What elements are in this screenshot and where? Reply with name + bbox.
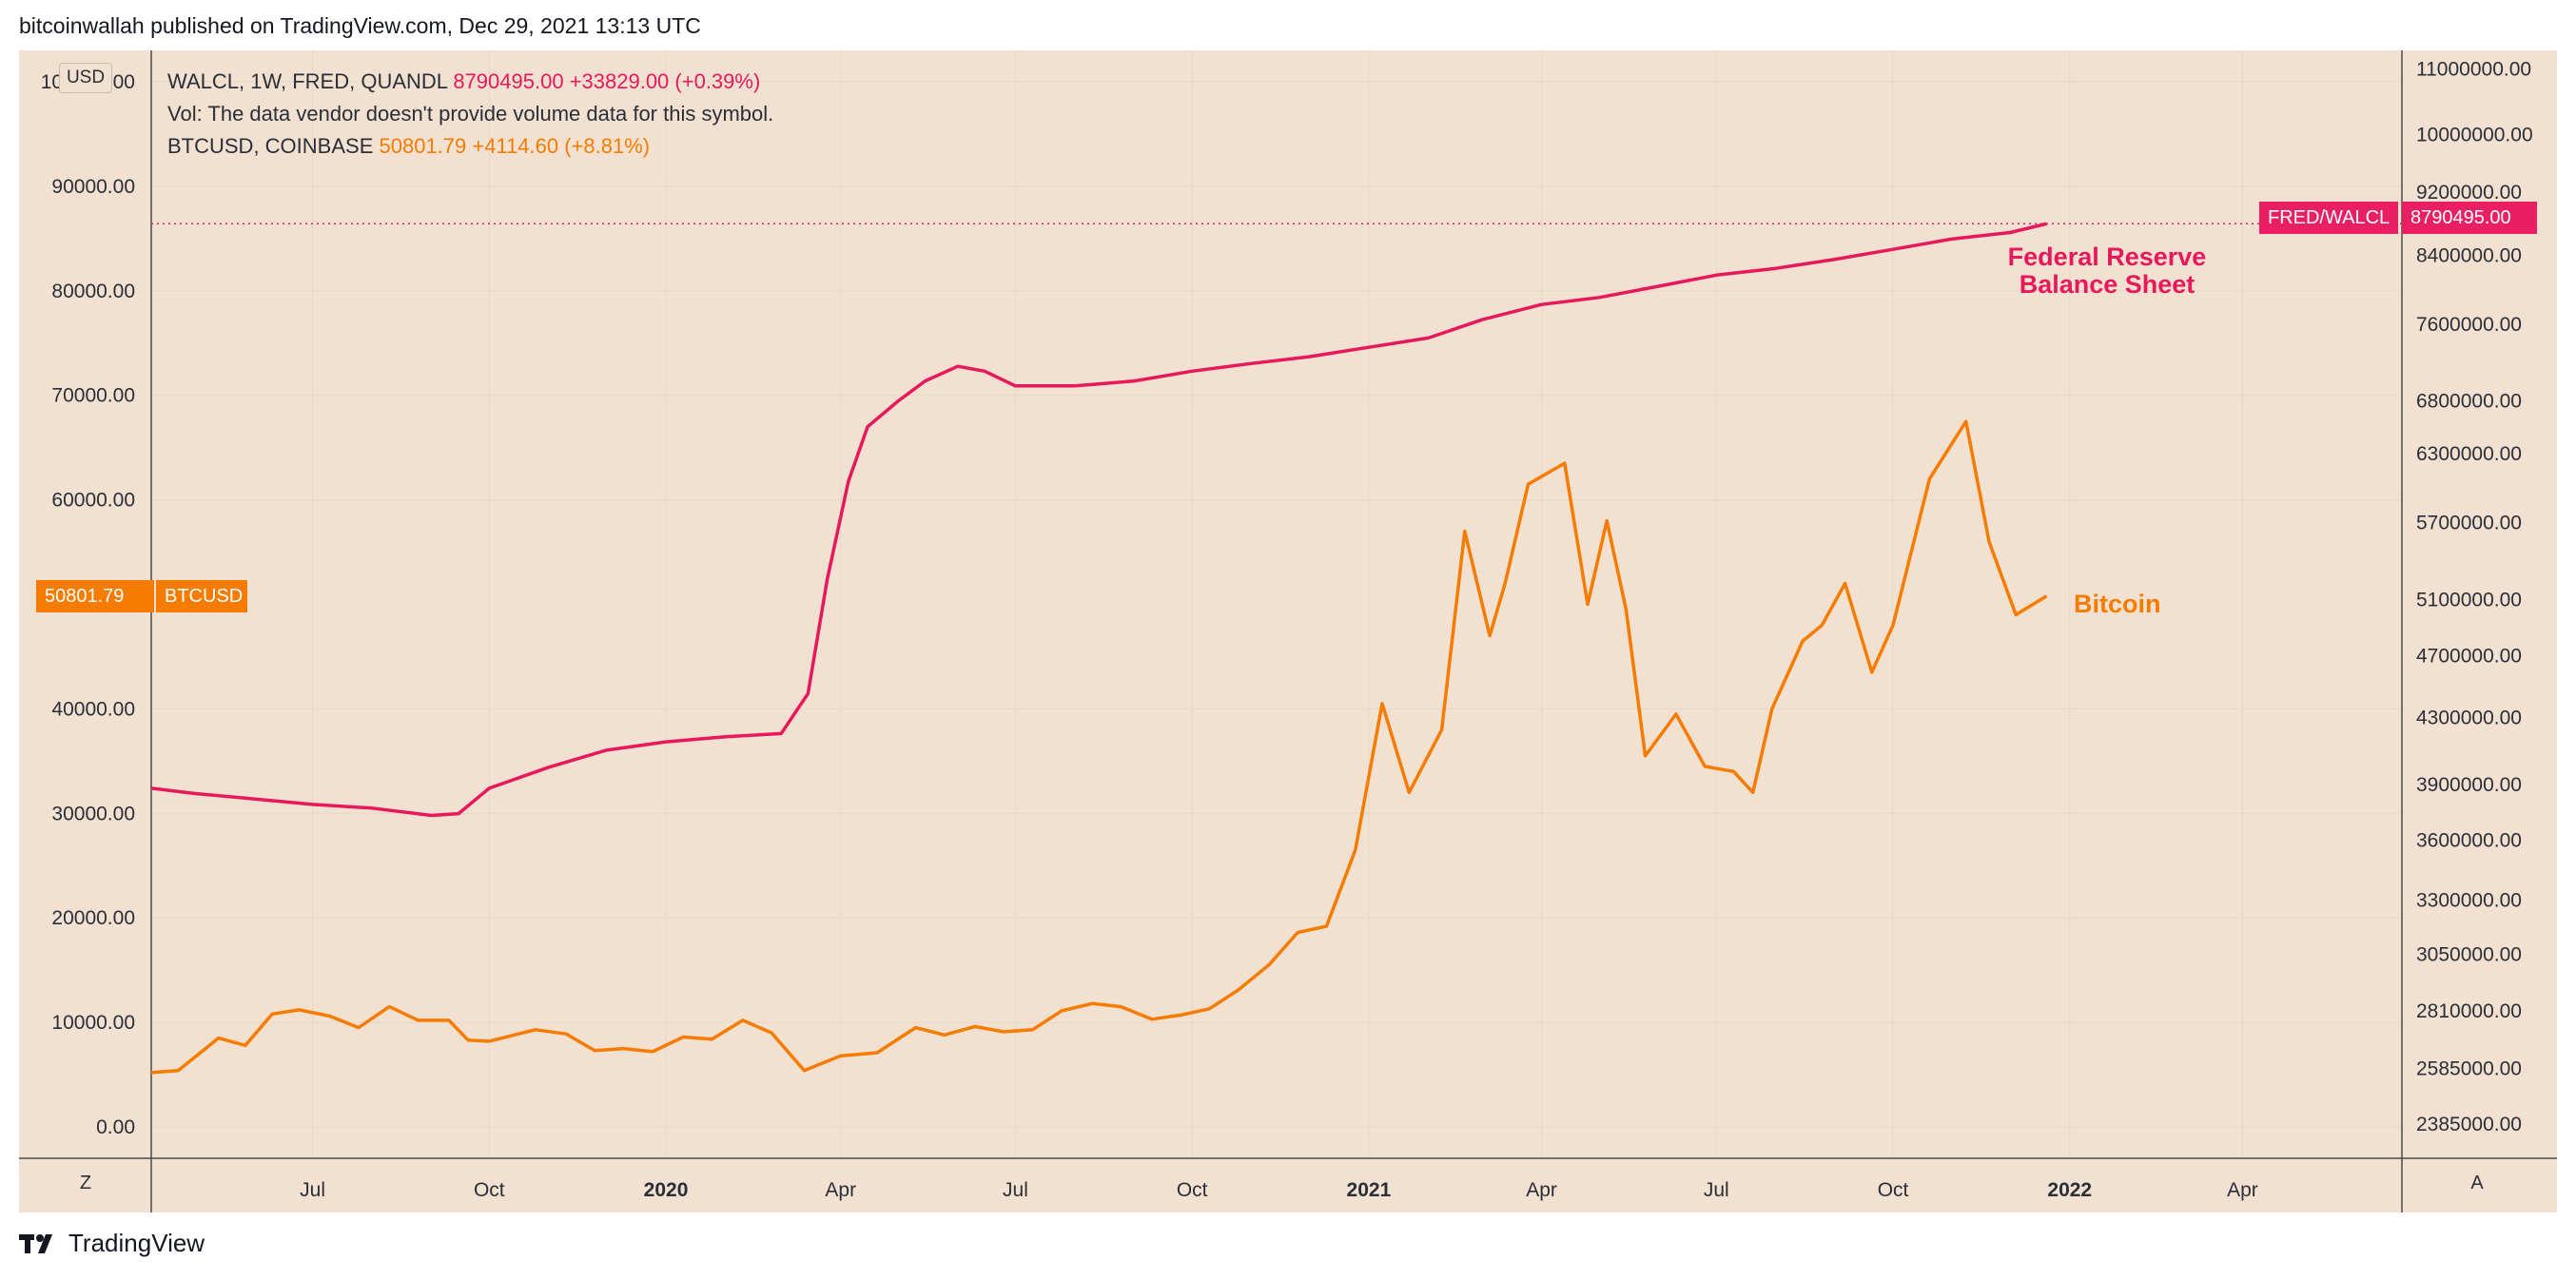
footer-brand-text: TradingView	[68, 1229, 205, 1257]
left-tick-label: 20000.00	[51, 907, 135, 929]
x-tick-label: Jul	[1704, 1179, 1729, 1201]
right-tick-label: 3900000.00	[2416, 774, 2522, 796]
legend-vol-text: Vol: The data vendor doesn't provide vol…	[167, 102, 774, 126]
legend: WALCL, 1W, FRED, QUANDL 8790495.00 +3382…	[167, 66, 773, 163]
left-tick-label: 10000.00	[51, 1012, 135, 1034]
right-tick-label: 4300000.00	[2416, 707, 2522, 728]
right-tick-label: 3050000.00	[2416, 944, 2522, 966]
fed-balance-annotation: Federal Reserve Balance Sheet	[1988, 243, 2226, 299]
x-tick-label: Apr	[825, 1179, 856, 1201]
left-tick-label: 40000.00	[51, 698, 135, 720]
right-tick-label: 3600000.00	[2416, 829, 2522, 851]
left-tick-label: 90000.00	[51, 176, 135, 198]
legend-btc-value: 50801.79	[379, 134, 467, 158]
right-tick-label: 2585000.00	[2416, 1058, 2522, 1080]
fred-balance-series-line	[150, 222, 2047, 818]
right-tick-label: 11000000.00	[2416, 59, 2531, 81]
x-tick-label: Apr	[1526, 1179, 1557, 1201]
left-tick-label: 60000.00	[51, 490, 135, 512]
legend-walcl-change: +33829.00 (+0.39%)	[569, 69, 761, 93]
right-tick-label: 10000000.00	[2416, 125, 2533, 146]
right-tick-label: 5700000.00	[2416, 513, 2522, 534]
x-tick-label: Oct	[1878, 1179, 1909, 1201]
chart-svg[interactable]: Jul Oct 2020 Apr Jul Oct 2021 Apr Jul Oct 2022 Apr 0…	[19, 50, 2557, 1212]
legend-walcl[interactable]: WALCL, 1W, FRED, QUANDL 8790495.00 +3382…	[167, 66, 773, 98]
x-tick-label: 2020	[644, 1179, 689, 1201]
chart-area[interactable]: Jul Oct 2020 Apr Jul Oct 2021 Apr Jul Oct 2022 Apr 0…	[19, 50, 2557, 1212]
legend-vol: Vol: The data vendor doesn't provide vol…	[167, 98, 773, 130]
x-tick-label: 2022	[2047, 1179, 2092, 1201]
fred-series-label-tag: FRED/WALCL	[2259, 202, 2398, 234]
right-tick-label: 6800000.00	[2416, 391, 2522, 413]
publish-header: bitcoinwallah published on TradingView.c…	[19, 13, 701, 38]
bitcoin-series-line	[150, 419, 2048, 1075]
right-tick-label: 7600000.00	[2416, 314, 2522, 336]
x-tick-label: Jul	[1003, 1179, 1028, 1201]
auto-scale-a-button[interactable]: A	[2470, 1173, 2484, 1193]
right-tick-label: 3300000.00	[2416, 889, 2522, 911]
right-tick-label: 2385000.00	[2416, 1114, 2522, 1135]
left-tick-label: 30000.00	[51, 803, 135, 824]
fed-annotation-line1: Federal Reserve	[2007, 242, 2207, 271]
bitcoin-annotation: Bitcoin	[2074, 590, 2161, 618]
legend-walcl-value: 8790495.00	[453, 69, 564, 93]
left-tick-label: 80000.00	[51, 281, 135, 302]
x-tick-label: Oct	[474, 1179, 505, 1201]
btc-axis-price-tag: 50801.79	[36, 580, 154, 612]
tradingview-logo-icon	[19, 1233, 52, 1253]
fed-annotation-line2: Balance Sheet	[2019, 270, 2195, 299]
right-tick-label: 8400000.00	[2416, 244, 2522, 266]
footer-brand[interactable]: TradingView	[19, 1229, 205, 1258]
right-tick-label: 9200000.00	[2416, 182, 2522, 204]
x-tick-label: 2021	[1347, 1179, 1392, 1201]
right-tick-label: 4700000.00	[2416, 646, 2522, 668]
left-tick-label: 70000.00	[51, 385, 135, 407]
right-tick-label: 6300000.00	[2416, 443, 2522, 465]
legend-walcl-symbol: WALCL, 1W, FRED, QUANDL	[167, 69, 448, 93]
legend-btc[interactable]: BTCUSD, COINBASE 50801.79 +4114.60 (+8.8…	[167, 130, 773, 163]
x-tick-label: Apr	[2227, 1179, 2258, 1201]
x-tick-label: Oct	[1177, 1179, 1208, 1201]
legend-btc-symbol: BTCUSD, COINBASE	[167, 134, 374, 158]
left-tick-label: 0.00	[96, 1116, 135, 1138]
usd-currency-button[interactable]: USD	[59, 63, 112, 93]
right-tick-label: 5100000.00	[2416, 589, 2522, 611]
auto-zoom-z-button[interactable]: Z	[79, 1173, 92, 1193]
btc-series-label-tag: BTCUSD	[156, 580, 247, 612]
right-tick-label: 2810000.00	[2416, 1000, 2522, 1022]
fred-axis-price-tag: 8790495.00	[2402, 202, 2537, 234]
x-tick-label: Jul	[300, 1179, 325, 1201]
legend-btc-change: +4114.60 (+8.81%)	[472, 134, 651, 158]
